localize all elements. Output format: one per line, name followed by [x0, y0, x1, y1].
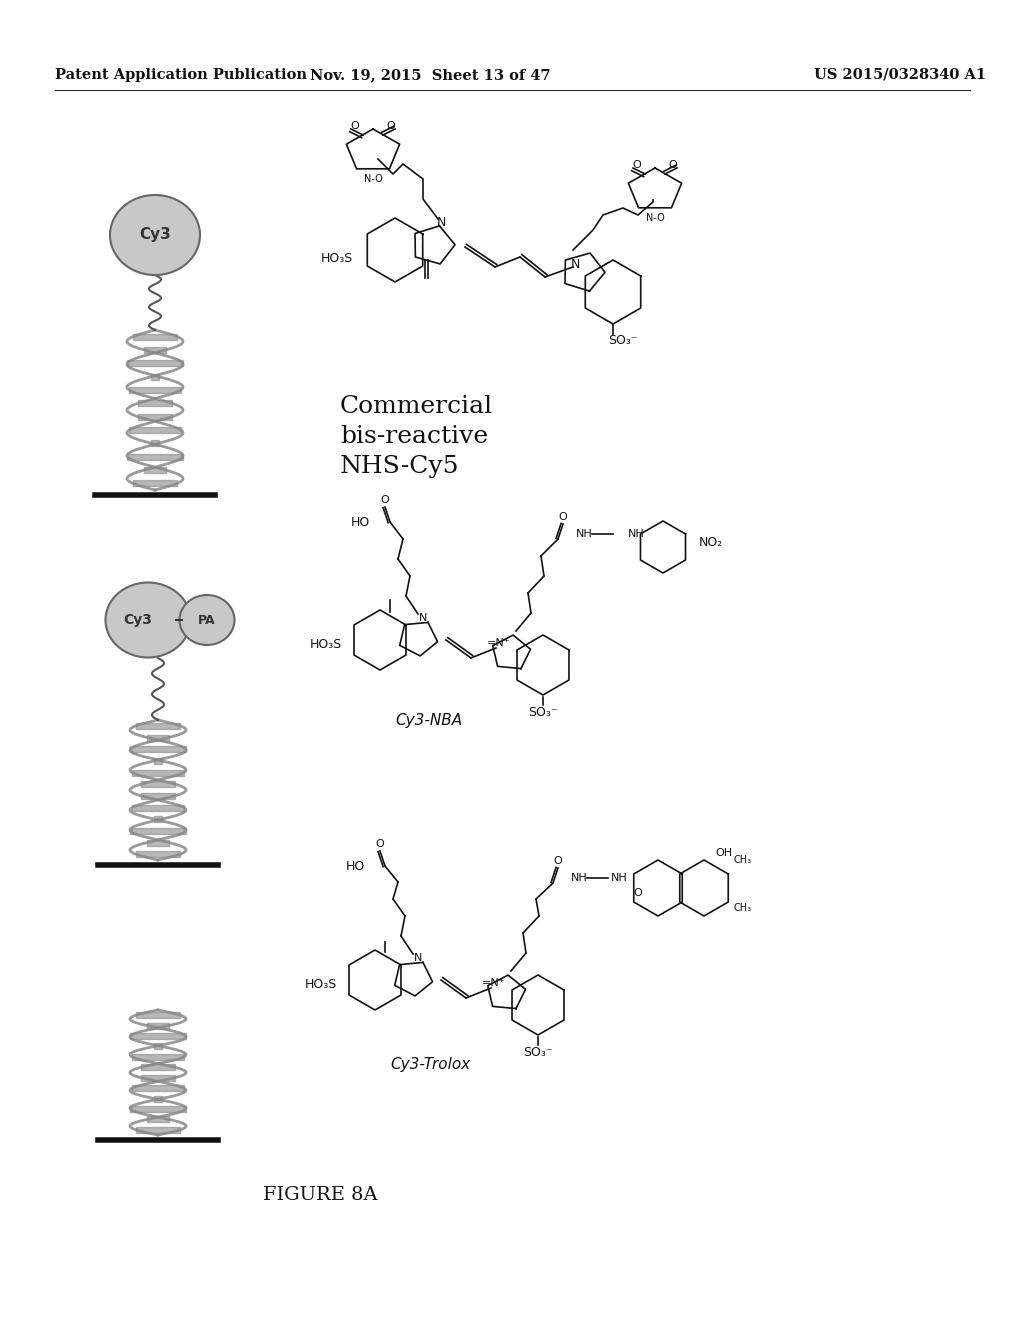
Text: NO₂: NO₂ [699, 536, 723, 549]
Text: HO: HO [351, 516, 370, 528]
Text: CH₃: CH₃ [734, 903, 752, 913]
Text: Nov. 19, 2015  Sheet 13 of 47: Nov. 19, 2015 Sheet 13 of 47 [309, 69, 550, 82]
Text: Patent Application Publication: Patent Application Publication [55, 69, 307, 82]
Ellipse shape [105, 582, 190, 657]
Text: O: O [554, 855, 562, 866]
Text: CH₃: CH₃ [734, 855, 752, 865]
Text: O: O [387, 121, 395, 131]
Text: O: O [350, 121, 359, 131]
Text: O: O [376, 840, 384, 849]
Text: HO₃S: HO₃S [309, 639, 342, 652]
Text: OH: OH [716, 847, 732, 858]
Text: Cy3-NBA: Cy3-NBA [395, 713, 462, 727]
Text: SO₃⁻: SO₃⁻ [608, 334, 638, 346]
Text: N: N [414, 953, 422, 964]
Text: PA: PA [199, 614, 216, 627]
Text: N: N [436, 216, 445, 230]
Text: N: N [570, 257, 580, 271]
Text: O: O [669, 160, 677, 170]
Text: HO: HO [346, 859, 365, 873]
Text: NH: NH [628, 529, 645, 539]
Text: NH: NH [575, 529, 593, 539]
Text: Cy3: Cy3 [124, 612, 153, 627]
Text: NH: NH [571, 873, 588, 883]
Text: Cy3: Cy3 [139, 227, 171, 243]
Text: N: N [419, 612, 427, 623]
Text: FIGURE 8A: FIGURE 8A [263, 1185, 377, 1204]
Ellipse shape [110, 195, 200, 275]
Text: =N⁺: =N⁺ [482, 978, 506, 987]
Text: SO₃⁻: SO₃⁻ [523, 1047, 553, 1060]
Text: =N⁺: =N⁺ [487, 638, 511, 648]
Text: N-O: N-O [645, 213, 665, 223]
Ellipse shape [179, 595, 234, 645]
Text: O: O [559, 512, 567, 521]
Text: O: O [634, 888, 642, 898]
Text: Cy3-Trolox: Cy3-Trolox [390, 1057, 470, 1072]
Text: Commercial
bis-reactive
NHS-Cy5: Commercial bis-reactive NHS-Cy5 [340, 395, 494, 478]
Text: NH: NH [611, 873, 628, 883]
Text: SO₃⁻: SO₃⁻ [528, 706, 558, 719]
Text: O: O [633, 160, 641, 170]
Text: HO₃S: HO₃S [305, 978, 337, 991]
Text: N-O: N-O [364, 174, 382, 183]
Text: HO₃S: HO₃S [321, 252, 353, 264]
Text: US 2015/0328340 A1: US 2015/0328340 A1 [814, 69, 986, 82]
Text: O: O [381, 495, 389, 506]
